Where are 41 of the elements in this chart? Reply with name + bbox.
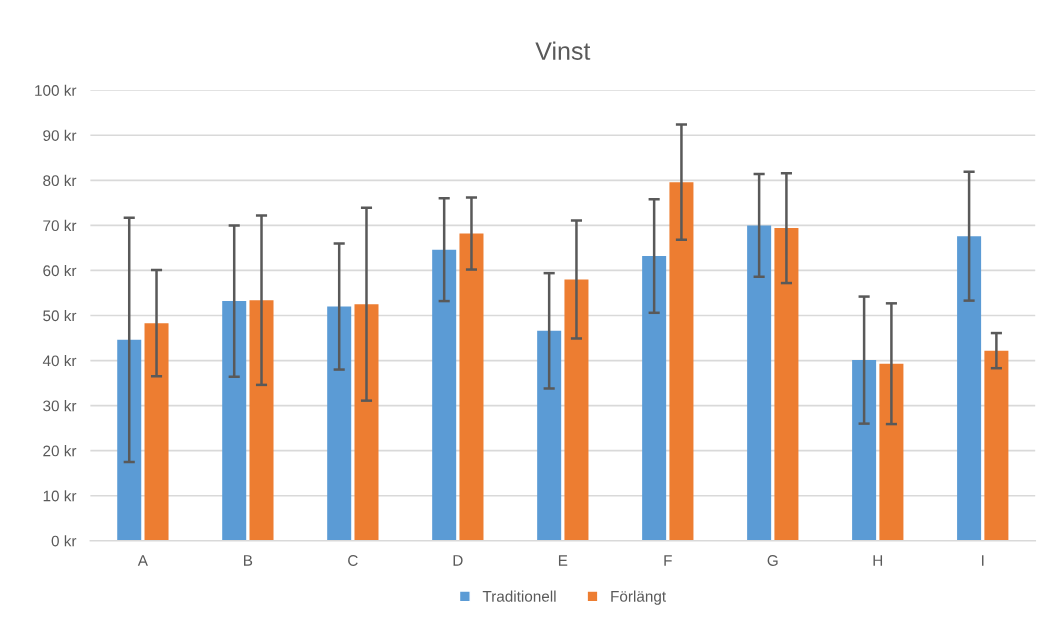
bar: [432, 249, 457, 541]
x-tick-label: G: [767, 555, 778, 566]
bar: [669, 182, 694, 541]
bar: [222, 301, 247, 541]
bar: [144, 323, 169, 541]
y-tick-label: 100 kr: [35, 84, 77, 96]
legend-label: Förlängt: [611, 590, 666, 605]
y-tick-label: 80 kr: [43, 174, 77, 187]
bar: [984, 350, 1009, 541]
x-tick-label: D: [453, 555, 463, 566]
y-tick-label: 40 kr: [42, 355, 77, 367]
bar: [957, 236, 982, 541]
y-tick-label: 50 kr: [43, 309, 77, 322]
y-tick-label: 90 kr: [43, 129, 77, 141]
bar: [354, 304, 379, 541]
y-tick-label: 30 kr: [43, 400, 77, 412]
y-tick-label: 0 kr: [51, 535, 77, 547]
bar: [249, 300, 274, 541]
x-tick-label: E: [558, 555, 568, 566]
bar: [774, 228, 799, 541]
x-tick-label: B: [244, 555, 253, 566]
bar: [642, 256, 667, 541]
bar: [564, 279, 589, 541]
x-tick-label: H: [873, 555, 883, 566]
y-tick-label: 70 kr: [43, 219, 77, 232]
y-tick-label: 60 kr: [43, 264, 77, 277]
x-tick-label: F: [664, 555, 672, 566]
x-tick-label: I: [982, 555, 984, 566]
bar: [327, 306, 352, 541]
bar: [459, 233, 484, 541]
bar: [879, 363, 904, 541]
bar: [747, 225, 772, 541]
x-tick-label: C: [348, 555, 358, 566]
bar: [852, 360, 877, 541]
y-tick-label: 10 kr: [43, 490, 77, 502]
y-tick-label: 20 kr: [43, 445, 77, 457]
legend-label: Traditionell: [482, 590, 556, 602]
chart-title: Vinst: [535, 41, 591, 60]
bar: [117, 339, 142, 541]
bar: [537, 330, 562, 541]
x-tick-label: A: [137, 555, 148, 566]
